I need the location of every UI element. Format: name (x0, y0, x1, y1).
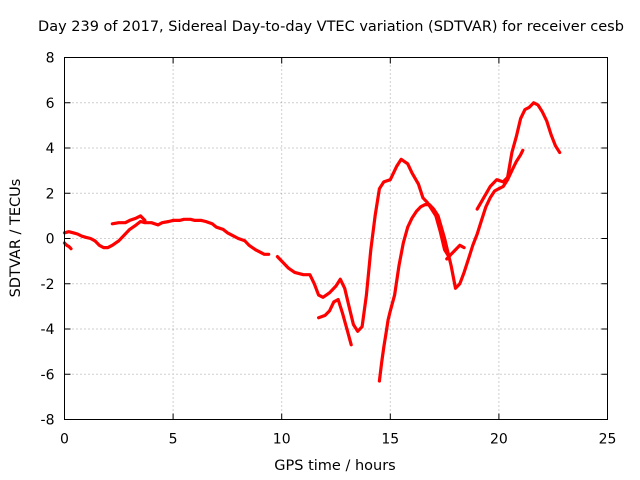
x-tick-label: 10 (273, 432, 291, 448)
y-tick-label: -8 (41, 413, 55, 429)
sdtvar-series-line (475, 101, 562, 211)
axis-ticks: 0 5 10 15 20 25 -8 -6 -4 -2 0 2 4 6 8 (41, 51, 617, 448)
sdtvar-series-line (445, 243, 466, 261)
plot-frame (64, 57, 608, 420)
y-tick-label: -6 (41, 367, 55, 383)
sdtvar-series-line (377, 148, 525, 383)
x-tick-label: 0 (60, 432, 69, 448)
x-tick-label: 15 (381, 432, 399, 448)
y-tick-label: 4 (46, 141, 55, 157)
y-tick-label: 6 (46, 96, 55, 112)
data-series (62, 101, 562, 383)
x-tick-label: 25 (599, 432, 617, 448)
sdtvar-series-line (275, 157, 451, 333)
y-tick-label: -4 (41, 322, 55, 338)
grid-lines (64, 57, 608, 420)
chart-title: Day 239 of 2017, Sidereal Day-to-day VTE… (38, 19, 624, 35)
x-tick-label: 5 (169, 432, 178, 448)
x-tick-label: 20 (490, 432, 508, 448)
sdtvar-series-line (62, 241, 73, 251)
y-tick-label: -2 (41, 277, 55, 293)
y-tick-label: 0 (46, 232, 55, 248)
sdtvar-series-line (62, 217, 271, 256)
sdtvar-series-line (317, 298, 353, 347)
y-tick-label: 2 (46, 186, 55, 202)
sdtvar-series-line (110, 214, 147, 226)
y-axis-label: SDTVAR / TECUs (8, 179, 24, 298)
x-axis-label: GPS time / hours (274, 458, 395, 474)
y-tick-label: 8 (46, 51, 55, 67)
